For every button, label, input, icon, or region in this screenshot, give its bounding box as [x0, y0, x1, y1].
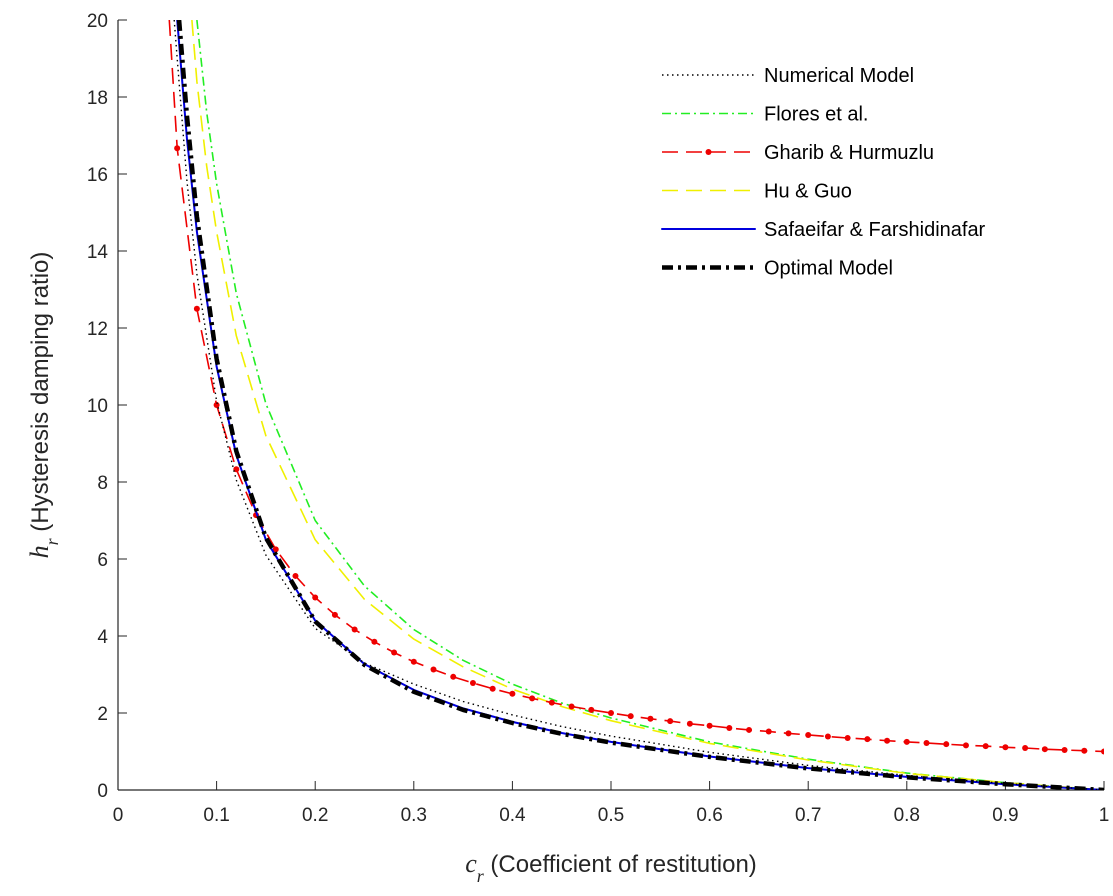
data-point [746, 727, 752, 733]
legend-item-hu-guo: Hu & Guo [662, 181, 852, 203]
x-tick-label: 0.2 [302, 805, 328, 826]
data-point [450, 674, 456, 680]
data-point [431, 666, 437, 672]
x-tick-label: 0.5 [598, 805, 624, 826]
data-point [529, 695, 535, 701]
data-point [963, 742, 969, 748]
y-tick-label: 6 [97, 550, 108, 571]
data-point [608, 710, 614, 716]
x-tick-label: 0.1 [203, 805, 229, 826]
series-line [169, 20, 1104, 752]
y-tick-label: 10 [87, 396, 108, 417]
series-safaeifar-farshidinafar [177, 20, 1104, 790]
data-point [904, 739, 910, 745]
legend-label: Numerical Model [764, 65, 914, 87]
data-point [943, 741, 949, 747]
series-optimal-model [179, 20, 1104, 790]
data-point [490, 686, 496, 692]
series-hu-guo [192, 20, 1104, 790]
data-point [292, 573, 298, 579]
x-tick-label: 0.8 [894, 805, 920, 826]
series-line [197, 20, 1104, 790]
y-tick-label: 20 [87, 11, 108, 32]
x-tick-label: 0.9 [992, 805, 1018, 826]
legend-item-optimal-model: Optimal Model [662, 258, 893, 280]
legend-label: Safaeifar & Farshidinafar [764, 219, 986, 241]
data-point [1101, 749, 1107, 755]
y-tick-label: 16 [87, 165, 108, 186]
legend-label: Gharib & Hurmuzlu [764, 142, 934, 164]
data-point [1081, 748, 1087, 754]
data-point [569, 703, 575, 709]
axis-labels: cr (Coefficient of restitution) hr (Hyste… [25, 252, 757, 886]
data-point [785, 730, 791, 736]
series-numerical-model [174, 20, 1104, 790]
data-point [312, 595, 318, 601]
data-point [1062, 747, 1068, 753]
data-point [983, 743, 989, 749]
data-point [647, 716, 653, 722]
legend-item-gharib-hurmuzlu: Gharib & Hurmuzlu [662, 142, 934, 164]
data-point [411, 659, 417, 665]
data-point [1022, 745, 1028, 751]
data-point [194, 306, 200, 312]
data-point [470, 680, 476, 686]
data-point [1002, 744, 1008, 750]
plot-axes: 0 0.1 0.2 0.3 0.4 0.5 0.6 0.7 0.8 0.9 102468101214… [87, 11, 1109, 826]
y-tick-label: 2 [97, 704, 108, 725]
data-point [588, 707, 594, 713]
data-point [884, 738, 890, 744]
y-tick-label: 14 [87, 242, 109, 263]
x-tick-label: 0.3 [401, 805, 427, 826]
data-point [845, 735, 851, 741]
legend-marker [706, 149, 712, 155]
data-point [1042, 746, 1048, 752]
data-point [371, 639, 377, 645]
series-flores-et-al [197, 20, 1104, 790]
series-line [192, 20, 1104, 790]
data-point [332, 612, 338, 618]
y-axis-label: hr (Hysteresis damping ratio) [25, 252, 62, 559]
x-tick-label: 0.4 [499, 805, 526, 826]
data-point [825, 733, 831, 739]
data-point [352, 626, 358, 632]
legend-item-numerical-model: Numerical Model [662, 65, 914, 87]
legend: Numerical Model Flores et al. Gharib & Hur… [662, 65, 986, 280]
data-point [924, 740, 930, 746]
series-line [177, 20, 1104, 790]
legend-label: Hu & Guo [764, 181, 852, 203]
plot-series [169, 20, 1107, 790]
data-point [628, 713, 634, 719]
legend-label: Flores et al. [764, 104, 868, 126]
x-tick-label: 0.7 [795, 805, 821, 826]
legend-label: Optimal Model [764, 258, 893, 280]
y-tick-label: 18 [87, 88, 108, 109]
data-point [391, 650, 397, 656]
data-point [174, 145, 180, 151]
data-point [726, 725, 732, 731]
y-tick-label: 8 [97, 473, 108, 494]
y-tick-label: 4 [97, 627, 108, 648]
data-point [707, 723, 713, 729]
legend-item-safaeifar-farshidinafar: Safaeifar & Farshidinafar [662, 219, 986, 241]
series-gharib-hurmuzlu [169, 20, 1107, 755]
data-point [766, 728, 772, 734]
x-tick-label: 0 [113, 805, 124, 826]
y-tick-label: 12 [87, 319, 108, 340]
x-tick-label: 0.6 [696, 805, 722, 826]
data-point [864, 736, 870, 742]
legend-item-flores-et-al: Flores et al. [662, 104, 868, 126]
y-tick-label: 0 [97, 781, 108, 802]
data-point [509, 691, 515, 697]
series-line [179, 20, 1104, 790]
data-point [549, 700, 555, 706]
x-tick-label: 1 [1099, 805, 1110, 826]
series-line [174, 20, 1104, 790]
data-point [687, 721, 693, 727]
x-axis-label: cr (Coefficient of restitution) [465, 849, 757, 886]
data-point [667, 718, 673, 724]
data-point [805, 732, 811, 738]
